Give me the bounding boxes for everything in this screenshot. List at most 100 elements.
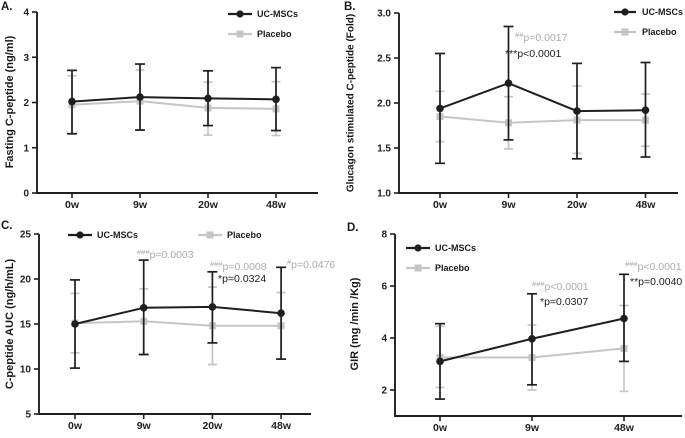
data-line [439, 115, 646, 124]
panel-label-d: D. [347, 222, 359, 234]
x-tick-label: 48w [636, 199, 657, 211]
y-tick-label: 4 [23, 8, 29, 19]
legend-label: UC-MSCs [257, 9, 298, 19]
panel-c-chart: 5 10 15 20 25 0w 9w 20w 48w UC-MSCs Placebo ###p=0.… [0, 216, 343, 433]
chart-svg: 5 10 15 20 25 0w 9w 20w 48w UC-MSCs Placebo ###p=0.… [20, 230, 336, 433]
legend-label: UC-MSCs [97, 230, 138, 240]
data-point-circle [436, 357, 444, 366]
y-tick-label: 10 [20, 365, 32, 376]
legend-item-placebo: Placebo [228, 29, 292, 39]
series-uc-mscs [70, 259, 287, 369]
data-point-circle [208, 303, 217, 311]
data-point-circle [436, 104, 444, 113]
y-tick-label: 15 [20, 320, 32, 331]
legend-label: UC-MSCs [435, 243, 476, 253]
y-tick-label: 4 [381, 334, 387, 345]
legend: UC-MSCs Placebo [68, 230, 262, 240]
series-placebo [70, 286, 286, 366]
x-tick-label: 0w [433, 199, 448, 211]
y-tick-label: 1 [23, 143, 29, 154]
legend-label: UC-MSCs [642, 7, 683, 17]
x-tick-label: 9w [525, 422, 540, 433]
series-uc-mscs [67, 63, 281, 135]
x-tick-label: 0w [65, 199, 80, 211]
legend-marker-circle [236, 10, 244, 18]
y-tick-label: 1.5 [377, 144, 391, 155]
legend-item-uc-mscs: UC-MSCs [68, 230, 138, 240]
legend-item-uc-mscs: UC-MSCs [228, 9, 298, 19]
y-tick-label: 5 [25, 410, 31, 421]
data-point-circle [204, 94, 212, 103]
legend-item-placebo: Placebo [614, 27, 677, 37]
legend-marker-square [414, 264, 422, 272]
legend-label: Placebo [257, 29, 292, 39]
data-line [439, 82, 646, 113]
significance-annotation: ###p<0.0001 [532, 280, 589, 294]
chart-svg: 0 1 2 3 4 0w 9w 20w 48w UC-MSCs Placebo [23, 8, 318, 211]
legend: UC-MSCs Placebo [406, 243, 476, 273]
y-tick-label: 8 [381, 230, 387, 241]
panel-b-chart: 1.0 1.5 2.0 2.5 3.0 0w 9w 20w 48w UC-MSCs Placebo #… [342, 0, 685, 217]
panel-label-b: B. [344, 1, 356, 13]
y-tick-label: 3 [23, 53, 29, 64]
data-point-circle [528, 334, 536, 343]
legend-label: Placebo [642, 27, 677, 37]
panel-a-chart: 0 1 2 3 4 0w 9w 20w 48w UC-MSCs Placebo [0, 0, 343, 217]
y-tick-label: 6 [381, 282, 387, 293]
legend-item-placebo: Placebo [198, 230, 262, 240]
significance-annotation: ###p=0.0003 [137, 248, 194, 262]
x-tick-label: 20w [202, 420, 223, 432]
legend: UC-MSCs Placebo [228, 9, 298, 39]
y-tick-label: 0 [23, 189, 29, 200]
series-uc-mscs [435, 273, 629, 400]
x-tick-label: 20w [567, 199, 588, 211]
legend-item-uc-mscs: UC-MSCs [406, 243, 476, 253]
significance-annotation: ###p=0.0008 [210, 260, 267, 274]
legend-marker-circle [621, 8, 629, 16]
x-tick-label: 9w [137, 420, 152, 432]
data-point-circle [139, 304, 148, 312]
y-tick-label: 1.0 [377, 189, 391, 200]
significance-annotation: ***p<0.0001 [505, 48, 562, 60]
x-tick-label: 0w [68, 420, 83, 432]
legend-marker-circle [414, 244, 422, 252]
data-point-circle [272, 95, 280, 104]
data-point-circle [136, 93, 144, 101]
data-point-circle [68, 97, 76, 106]
legend-marker-square [236, 30, 244, 38]
x-tick-label: 48w [614, 422, 635, 433]
panel-label-c: C. [1, 220, 13, 232]
data-point-circle [71, 320, 79, 328]
y-tick-label: 20 [20, 275, 32, 286]
data-point-circle [620, 314, 628, 323]
significance-annotation: #p=0.0476 [287, 258, 335, 272]
axes: 1.0 1.5 2.0 2.5 3.0 0w 9w 20w 48w [377, 9, 678, 211]
x-tick-label: 48w [271, 420, 292, 432]
x-tick-label: 48w [266, 199, 287, 211]
data-point-circle [504, 79, 513, 87]
y-tick-label: 2 [23, 98, 29, 109]
chart-svg: 2 4 6 8 0w 9w 48w UC-MSCs Placebo ###p<0.0001 *p=0… [381, 230, 682, 435]
legend-item-uc-mscs: UC-MSCs [614, 7, 683, 17]
x-tick-label: 9w [133, 199, 148, 211]
data-line [71, 100, 277, 110]
y-tick-label: 25 [20, 230, 32, 241]
legend-marker-square [621, 28, 629, 36]
significance-annotation: ###p<0.0001 [625, 260, 682, 274]
chart-svg: 1.0 1.5 2.0 2.5 3.0 0w 9w 20w 48w UC-MSCs Placebo #… [377, 7, 683, 211]
y-tick-label: 2.0 [377, 99, 391, 110]
panel-d-chart: 2 4 6 8 0w 9w 48w UC-MSCs Placebo ###p<0.0001 *p=0… [342, 216, 685, 435]
y-tick-label: 2 [381, 386, 387, 397]
y-tick-label: 3.0 [377, 9, 391, 20]
legend-label: Placebo [435, 263, 470, 273]
series-placebo [67, 69, 281, 137]
data-line [71, 96, 277, 103]
data-point-circle [641, 106, 650, 114]
significance-annotation: *p=0.0324 [218, 273, 266, 285]
x-tick-label: 20w [198, 199, 219, 211]
legend-label: Placebo [227, 230, 262, 240]
y-tick-label: 2.5 [377, 54, 391, 65]
axes: 0 1 2 3 4 0w 9w 20w 48w [23, 8, 318, 211]
axes: 2 4 6 8 0w 9w 48w [381, 230, 682, 434]
